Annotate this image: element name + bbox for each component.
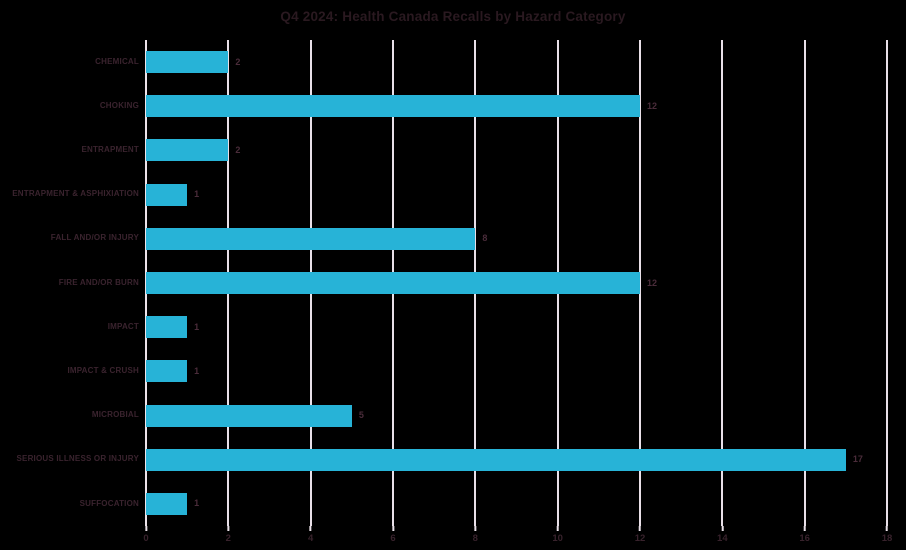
axis-tick-mark <box>144 526 147 531</box>
axis-tick-mark <box>309 526 312 531</box>
bar-row: 1 <box>146 173 887 217</box>
bar-row: 1 <box>146 482 887 526</box>
axis-tick-mark <box>556 526 559 531</box>
x-tick: 0 <box>143 526 149 544</box>
axis-tick-mark <box>803 526 806 531</box>
axis-tick-label: 6 <box>390 533 396 544</box>
category-label: ENTRAPMENT & ASPHIXIATION <box>12 189 139 199</box>
plot-area: 2 12 2 1 8 12 1 1 5 17 1 <box>145 40 888 526</box>
bar-value-label: 2 <box>235 144 241 155</box>
category-label: CHOKING <box>99 100 139 110</box>
bar-rows: 2 12 2 1 8 12 1 1 5 17 1 <box>146 40 887 526</box>
gridline <box>886 40 888 526</box>
x-tick: 18 <box>881 526 893 544</box>
axis-tick-label: 14 <box>717 533 728 544</box>
category-label: FALL AND/OR INJURY <box>50 233 139 243</box>
bar-impact[interactable] <box>146 316 188 339</box>
category-label: MICROBIAL <box>91 410 139 420</box>
x-tick: 2 <box>226 526 231 544</box>
category-label: SUFFOCATION <box>79 498 139 508</box>
bar-value-label: 12 <box>647 277 658 288</box>
bar-microbial[interactable] <box>146 404 352 427</box>
bar-value-label: 1 <box>194 365 200 376</box>
bar-row: 8 <box>146 217 887 261</box>
bar-chemical[interactable] <box>146 51 229 74</box>
axis-tick-mark <box>391 526 394 531</box>
gridline <box>803 40 806 526</box>
gridline <box>639 40 641 526</box>
axis-tick-label: 2 <box>225 533 231 544</box>
axis-tick-mark <box>474 526 477 531</box>
bar-value-label: 8 <box>482 233 488 244</box>
bar-row: 2 <box>146 128 887 172</box>
axis-tick-mark <box>227 526 230 531</box>
bar-entrapment-asphixiation[interactable] <box>146 183 188 206</box>
bar-row: 2 <box>146 40 887 84</box>
axis-tick-mark <box>885 526 888 531</box>
x-tick: 8 <box>473 526 478 544</box>
bar-choking[interactable] <box>146 95 640 118</box>
bar-value-label: 1 <box>194 321 200 332</box>
bar-fall-and-or-injury[interactable] <box>146 227 476 250</box>
x-tick: 16 <box>799 526 810 544</box>
bar-value-label: 5 <box>358 410 364 421</box>
category-label: IMPACT & CRUSH <box>67 366 139 375</box>
bar-serious-illness-or-injury[interactable] <box>146 448 846 471</box>
x-axis: 0 2 4 6 8 10 12 14 16 18 <box>143 526 892 550</box>
category-label: CHEMICAL <box>95 56 139 66</box>
bar-value-label: 12 <box>647 100 658 111</box>
gridline <box>721 40 724 526</box>
axis-tick-label: 12 <box>634 533 646 544</box>
category-label: IMPACT <box>107 321 139 331</box>
category-label: ENTRAPMENT <box>81 145 139 155</box>
bar-row: 17 <box>146 438 887 482</box>
bar-value-label: 17 <box>852 454 863 465</box>
axis-tick-label: 0 <box>143 533 149 544</box>
y-axis-labels: CHEMICAL CHOKING ENTRAPMENT ENTRAPMENT & AS… <box>0 40 139 526</box>
bar-suffocation[interactable] <box>146 492 188 515</box>
axis-tick-mark <box>638 526 641 531</box>
bar-row: 12 <box>146 261 887 305</box>
bar-row: 1 <box>146 305 887 349</box>
bar-entrapment[interactable] <box>146 139 229 162</box>
bar-value-label: 1 <box>194 189 200 200</box>
chart-title: Q4 2024: Health Canada Recalls by Hazard… <box>280 9 626 24</box>
axis-tick-mark <box>721 526 724 531</box>
bar-row: 5 <box>146 394 887 438</box>
axis-tick-label: 16 <box>799 533 810 544</box>
bar-impact-crush[interactable] <box>146 360 188 383</box>
x-tick: 4 <box>308 526 313 544</box>
bar-fire-and-or-burn[interactable] <box>146 272 640 295</box>
x-tick: 6 <box>390 526 396 544</box>
category-label: FIRE AND/OR BURN <box>58 277 139 287</box>
bar-row: 12 <box>146 84 887 128</box>
x-tick: 12 <box>634 526 646 544</box>
bar-value-label: 2 <box>235 56 241 67</box>
bar-value-label: 1 <box>194 498 200 509</box>
x-tick: 10 <box>552 526 563 544</box>
category-label: SERIOUS ILLNESS OR INJURY <box>16 454 139 464</box>
bar-row: 1 <box>146 349 887 393</box>
axis-tick-label: 4 <box>308 533 314 544</box>
x-tick: 14 <box>717 526 728 544</box>
axis-tick-label: 10 <box>552 533 563 544</box>
axis-tick-label: 18 <box>881 533 893 544</box>
axis-tick-label: 8 <box>472 533 478 544</box>
